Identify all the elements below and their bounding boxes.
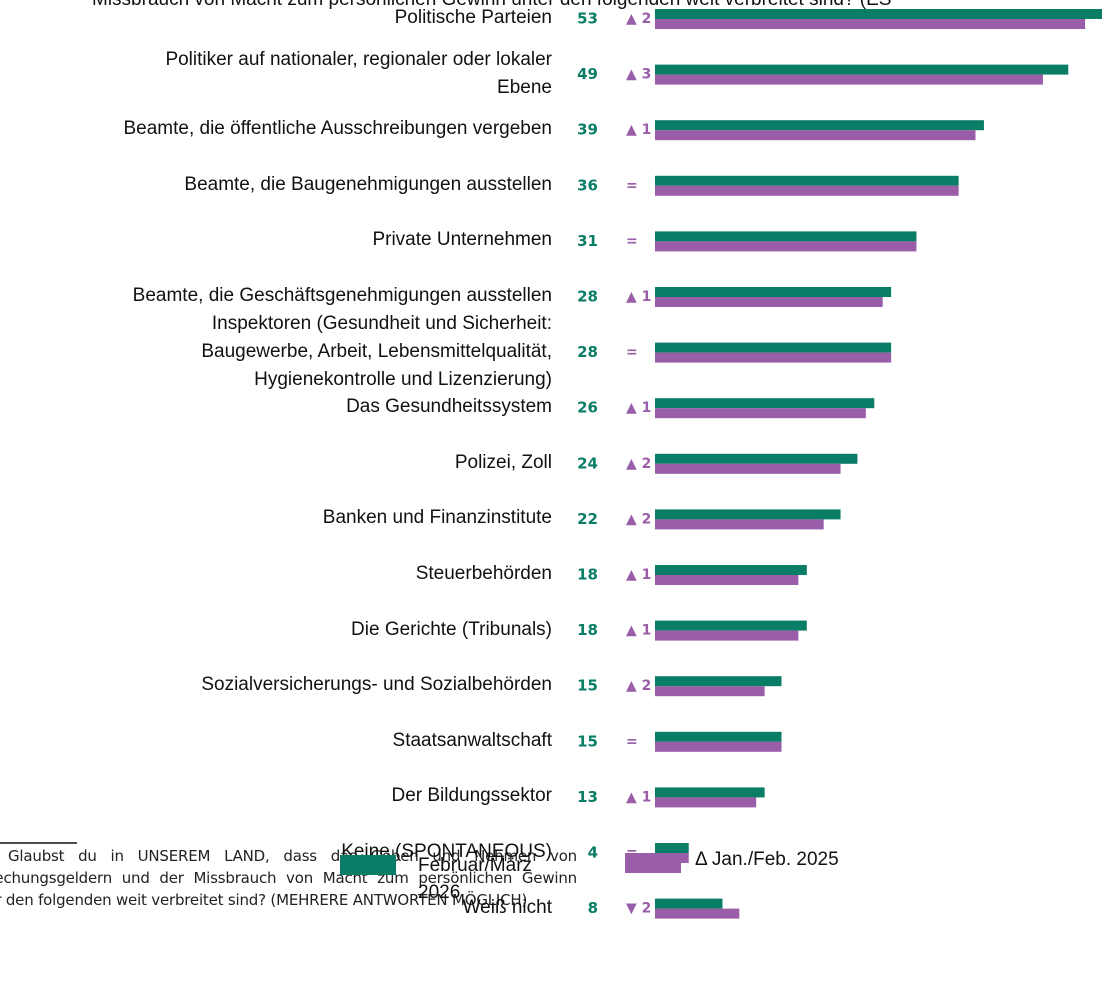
category-label: Sozialversicherungs- und Sozialbehörden: [201, 674, 552, 696]
change-label: =: [626, 178, 638, 194]
category-label: Inspektoren (Gesundheit und Sicherheit: …: [201, 312, 552, 390]
value-label: 28: [577, 288, 598, 306]
bar: [655, 231, 917, 242]
legend-label: Februar/März 2026: [418, 855, 533, 903]
value-label: 13: [577, 788, 598, 806]
bar: [655, 287, 892, 297]
bar: [655, 120, 984, 131]
bar: [655, 297, 883, 307]
bar: [655, 9, 1102, 19]
bar: [655, 908, 740, 919]
bar: [655, 898, 723, 909]
bar: [655, 241, 917, 252]
bar: [655, 398, 875, 409]
value-label: 36: [577, 176, 598, 194]
bar: [655, 843, 689, 853]
change-label: =: [626, 734, 638, 750]
change-label: ▲ 2: [626, 511, 651, 527]
change-label: =: [626, 233, 638, 249]
value-label: 4: [588, 844, 598, 862]
value-label: 28: [577, 343, 598, 361]
value-label: 8: [588, 899, 598, 917]
category-label: Politiker auf nationaler, regionaler ode…: [165, 48, 552, 98]
bar: [655, 565, 807, 575]
value-label: 49: [577, 65, 598, 83]
bar: [655, 352, 892, 363]
bar: [655, 342, 892, 353]
category-label: Weiß nicht: [462, 896, 552, 918]
bar: [655, 620, 807, 631]
value-label: 39: [577, 121, 598, 139]
value-label: 26: [577, 399, 598, 417]
change-label: ▲ 1: [626, 567, 651, 583]
change-label: ▼ 2: [626, 901, 651, 917]
category-label: Der Bildungssektor: [391, 785, 552, 807]
legend-swatch: [625, 853, 681, 873]
category-label: Steuerbehörden: [415, 563, 552, 584]
footnote: Glaubst du in UNSEREM LAND, dass das Geb…: [0, 847, 577, 909]
change-label: ▲ 1: [626, 623, 651, 639]
change-label: ▲ 2: [626, 678, 651, 694]
change-label: ▲ 1: [626, 289, 651, 305]
bar: [655, 19, 1086, 29]
value-label: 31: [577, 232, 598, 250]
value-label: 18: [577, 621, 598, 639]
bar: [655, 509, 841, 520]
bar: [655, 175, 959, 186]
bar: [655, 408, 866, 419]
change-label: =: [626, 345, 638, 361]
bar: [655, 787, 765, 798]
value-label: 15: [577, 732, 598, 750]
value-label: 24: [577, 454, 598, 472]
category-label: Das Gesundheitssystem: [346, 396, 552, 418]
bar: [655, 630, 799, 641]
value-label: 22: [577, 510, 598, 528]
category-label: Staatsanwaltschaft: [392, 729, 552, 751]
bar: [655, 797, 757, 808]
bar: [655, 686, 765, 697]
category-label: Beamte, die Baugenehmigungen ausstellen: [184, 173, 552, 195]
bar: [655, 185, 959, 196]
change-label: ▲ 2: [626, 11, 651, 27]
value-label: 53: [577, 10, 598, 28]
bar: [655, 64, 1069, 75]
legend-label: Δ Jan./Feb. 2025: [695, 849, 839, 870]
change-label: ▲ 1: [626, 789, 651, 805]
change-label: ▲ 2: [626, 456, 651, 472]
category-label: Die Gerichte (Tribunals): [351, 618, 552, 640]
chart-title: Missbrauch von Macht zum persönlichen Ge…: [92, 0, 891, 10]
bar: [655, 519, 824, 530]
category-label: Beamte, die öffentliche Ausschreibungen …: [123, 118, 552, 140]
bar: [655, 463, 841, 474]
bar: [655, 74, 1043, 85]
change-label: ▲ 3: [626, 67, 651, 83]
bar: [655, 741, 782, 752]
category-label: Politische Parteien: [394, 7, 552, 28]
bar: [655, 676, 782, 687]
legend-swatch: [340, 855, 396, 875]
category-label: Private Unternehmen: [372, 229, 552, 251]
value-label: 15: [577, 677, 598, 695]
change-label: ▲ 1: [626, 122, 651, 138]
value-label: 18: [577, 566, 598, 584]
bar: [655, 130, 976, 141]
category-label: Beamte, die Geschäftsgenehmigungen ausst…: [132, 285, 552, 306]
change-label: ▲ 1: [626, 400, 651, 416]
category-label: Polizei, Zoll: [454, 451, 552, 473]
bar: [655, 453, 858, 464]
category-label: Banken und Finanzinstitute: [322, 507, 552, 529]
bar: [655, 731, 782, 742]
bar: [655, 575, 799, 585]
